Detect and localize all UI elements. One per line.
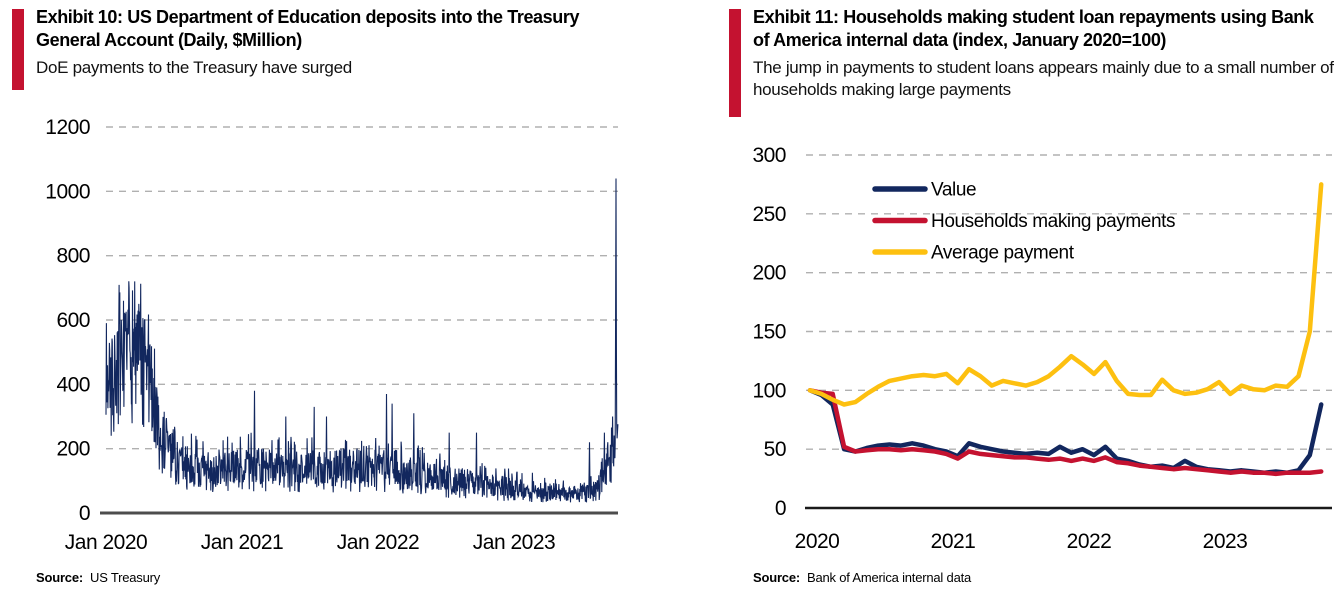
exhibit-10-panel: 0 200 400 600 800 1000 1200 Jan 2020 Jan 2021 Jan… [12,7,619,585]
grid-and-axes: 0 50 100 150 200 250 300 2020 2021 2022 2023 [752,144,1332,553]
svg-text:Jan 2020: Jan 2020 [65,531,147,554]
svg-text:200: 200 [752,262,786,285]
exhibit-11-subtitle: The jump in payments to student loans ap… [753,58,1334,99]
source-text: US Treasury [90,570,161,585]
exhibit-10-source: Source: US Treasury [36,570,160,585]
exhibit-10-accent-bar [12,9,24,90]
exhibit-11-title: Exhibit 11: Households making student lo… [753,7,1314,50]
series-line-average-payment [807,182,1324,407]
svg-text:150: 150 [752,321,786,344]
legend: Value Households making payments Average p… [872,180,1176,264]
source-label: Source: [753,570,801,585]
svg-text:Jan 2021: Jan 2021 [201,531,283,554]
svg-text:2020: 2020 [795,530,840,553]
svg-text:2021: 2021 [931,530,976,553]
series-line-households-making-payments [807,388,1324,477]
doe-deposits-series-line [105,178,619,503]
legend-label-1: Households making payments [931,211,1175,232]
legend-label-2: Average payment [931,243,1075,264]
svg-text:Jan 2023: Jan 2023 [473,531,555,554]
svg-text:100: 100 [752,379,786,402]
grid-and-axes: 0 200 400 600 800 1000 1200 Jan 2020 Jan 2021 Jan… [45,116,618,554]
exhibit-11-source: Source: Bank of America internal data [753,570,971,585]
source-text: Bank of America internal data [807,570,972,585]
exhibit-11-accent-bar [729,9,741,117]
exhibit-10-title: Exhibit 10: US Department of Education d… [36,7,580,50]
svg-text:50: 50 [764,438,786,461]
svg-text:0: 0 [775,497,786,520]
svg-text:2023: 2023 [1203,530,1248,553]
svg-text:200: 200 [56,438,90,461]
source-label: Source: [36,570,84,585]
student-loan-repayments-chart: 0 50 100 150 200 250 300 2020 2021 2022 2023 Value H… [752,144,1332,553]
svg-text:300: 300 [752,144,786,167]
svg-text:800: 800 [56,245,90,268]
exhibit-10-subtitle: DoE payments to the Treasury have surged [36,58,352,77]
svg-text:0: 0 [79,502,90,525]
svg-text:2022: 2022 [1067,530,1112,553]
doe-deposits-chart: 0 200 400 600 800 1000 1200 Jan 2020 Jan 2021 Jan… [45,116,619,554]
svg-text:600: 600 [56,309,90,332]
exhibit-11-panel: 0 50 100 150 200 250 300 2020 2021 2022 2023 Value H… [672,0,1344,606]
svg-text:250: 250 [752,203,786,226]
svg-text:Jan 2022: Jan 2022 [337,531,419,554]
svg-text:1200: 1200 [45,116,90,139]
svg-text:400: 400 [56,373,90,396]
svg-text:1000: 1000 [45,180,90,203]
legend-label-0: Value [931,180,976,201]
